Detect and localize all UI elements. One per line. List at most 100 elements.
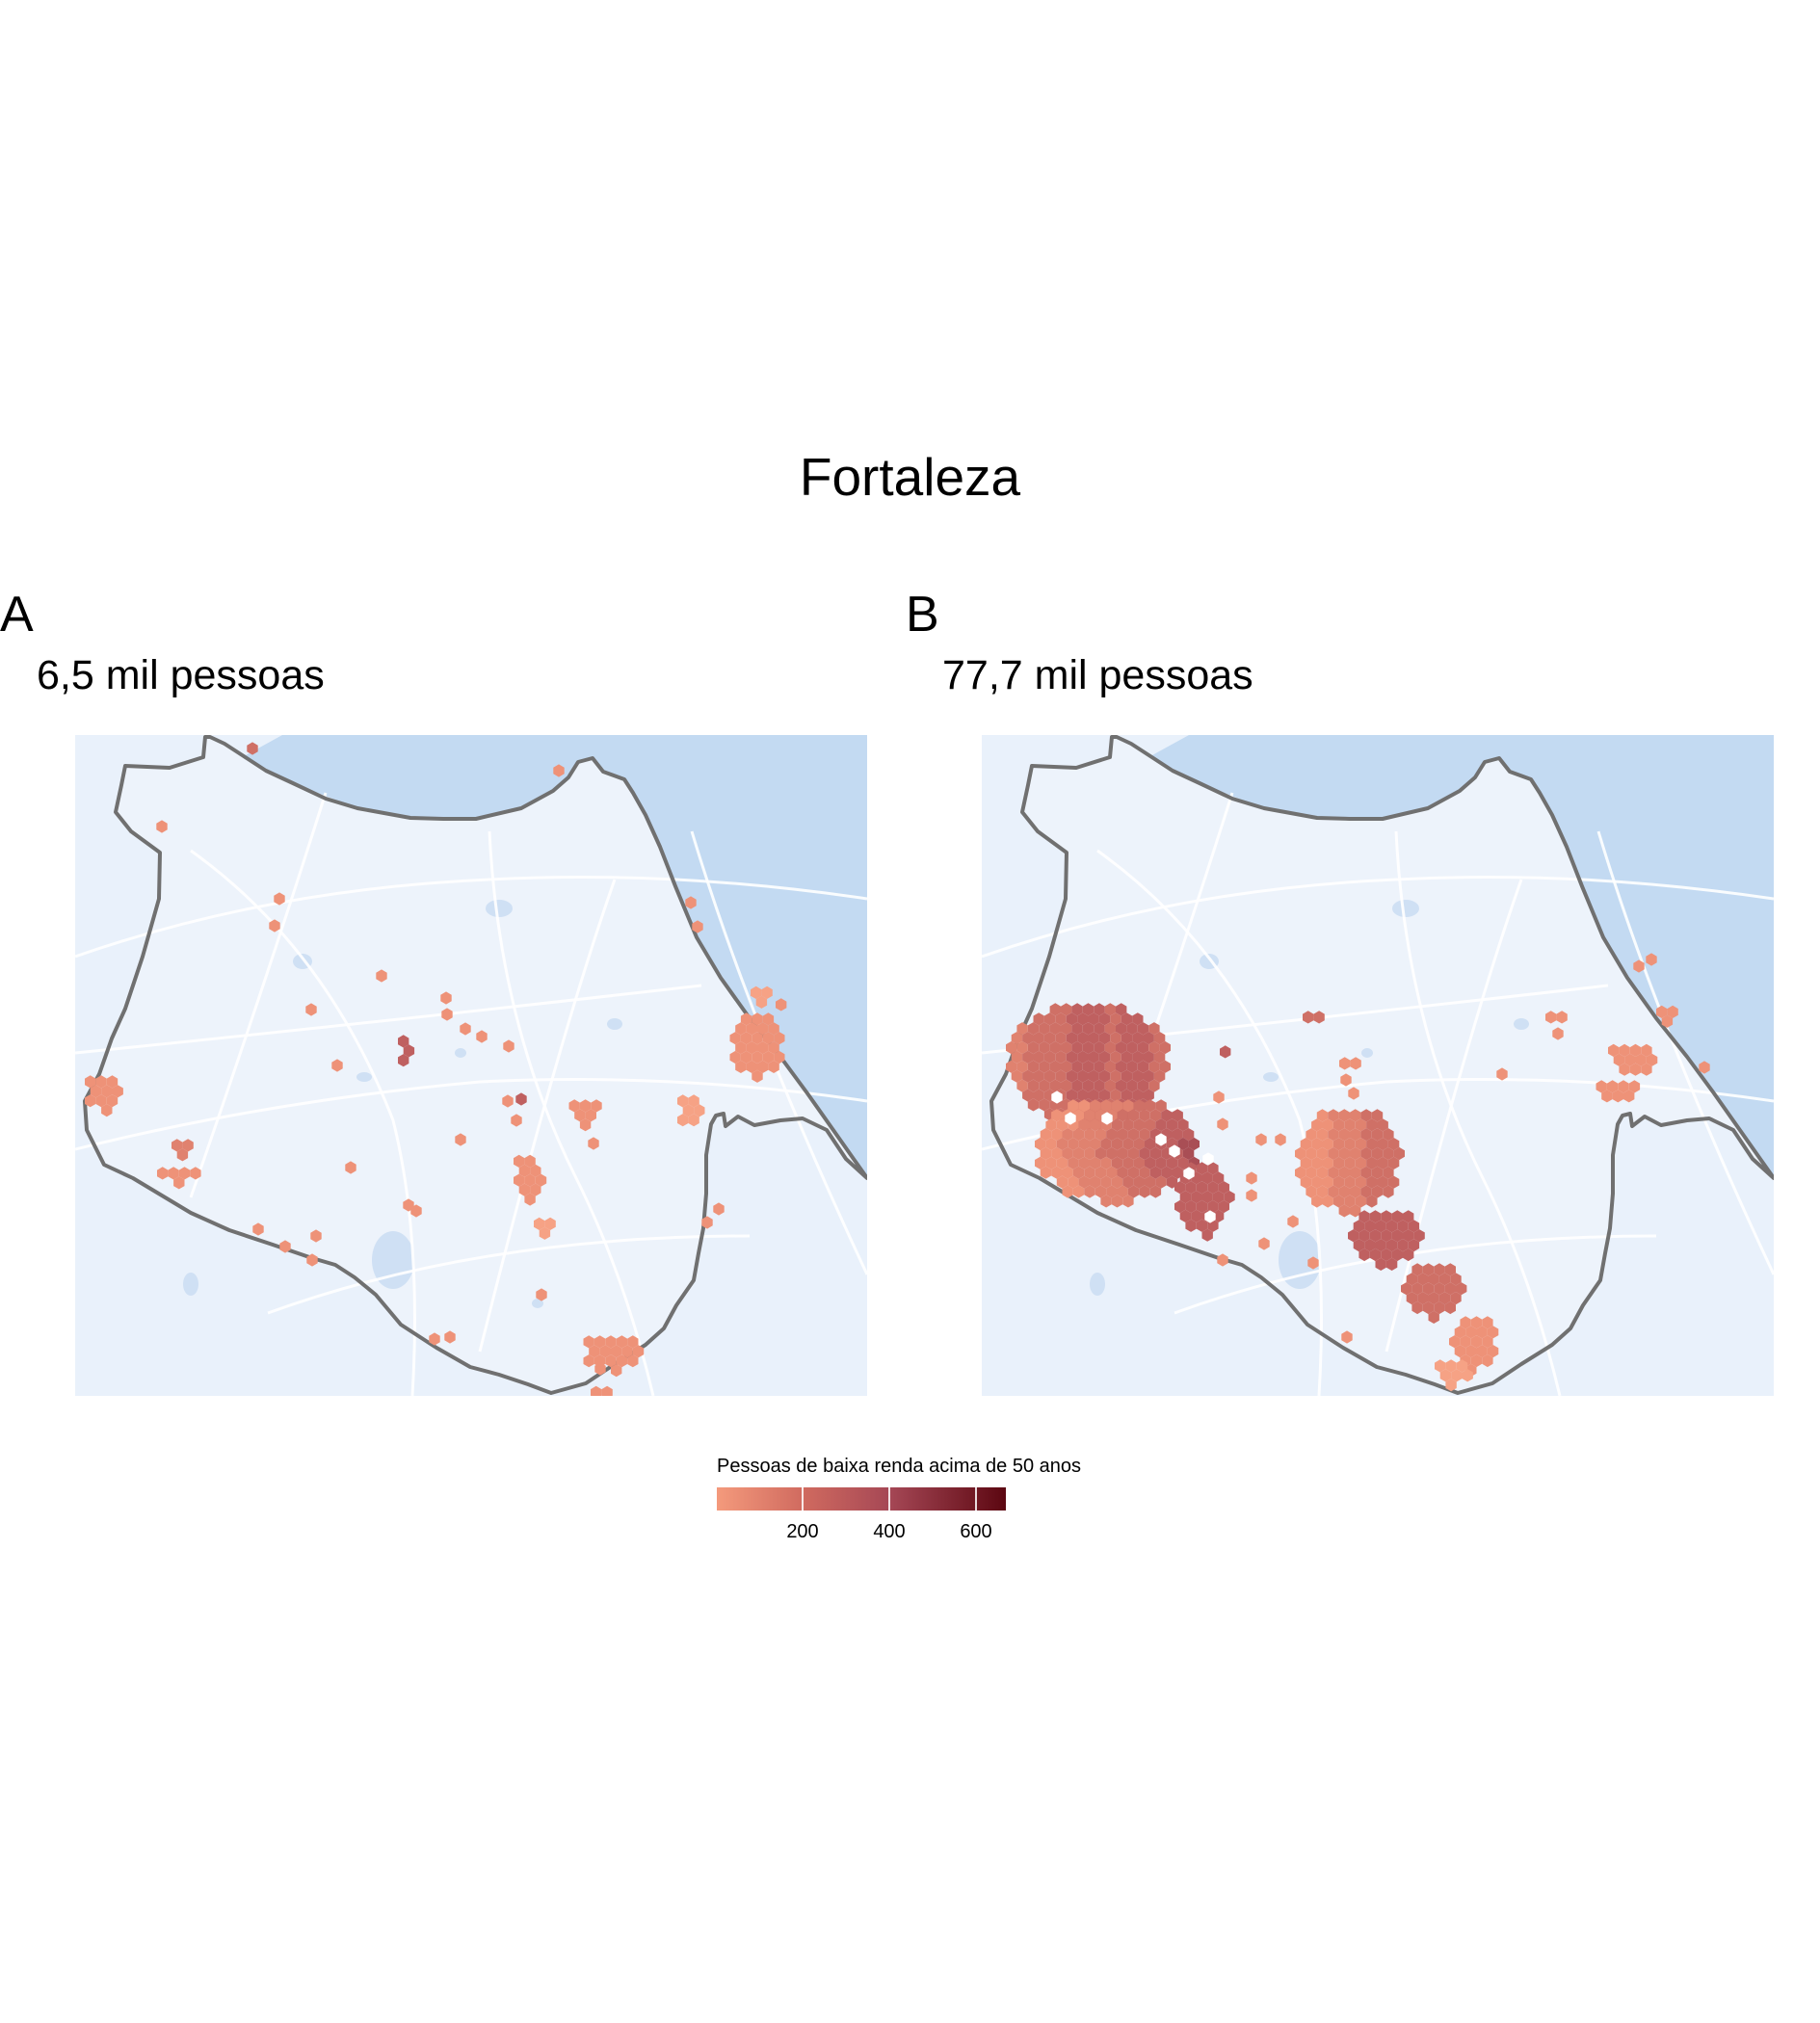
hexbin-cell [1149,1185,1162,1198]
hexbin-cell [1487,1326,1499,1339]
hexbin-cell [1403,1229,1414,1243]
hexbin-cell [1094,1079,1105,1092]
hexbin-cell [1153,1032,1166,1045]
hexbin-cell [1355,1138,1367,1151]
hexbin-cell [310,1229,322,1243]
hexbin-cell [755,995,768,1009]
hexbin-cell [429,1332,440,1346]
hexbin-cell [1246,1171,1257,1185]
hexbin-cell [535,1173,547,1187]
hexbin-cell [1145,1175,1156,1189]
hexbin-cell [1006,1060,1017,1073]
hexbin-cell [1322,1195,1333,1208]
hexbin-cell [1149,1166,1162,1179]
hexbin-cell [1149,1146,1162,1160]
hexbin-cell [1375,1239,1386,1252]
hexbin-cell [1039,1040,1050,1055]
hexbin-cell [774,1032,785,1045]
hexbin-cell [1454,1326,1466,1339]
hexbin-cell [1422,1300,1435,1315]
hexbin-cell [1117,1128,1128,1142]
hexbin-cell [156,820,168,833]
hexbin-cell [1641,1063,1652,1076]
hexbin-cell [1220,1045,1231,1059]
hexbin-cell [1027,1022,1040,1036]
hexbin-cell [1307,1256,1319,1270]
hexbin-cell [1456,1282,1467,1296]
hexbin-cell [1482,1316,1493,1329]
hexbin-cell [1133,1156,1145,1169]
hexbin-cell [1377,1138,1388,1151]
road [190,849,416,1396]
hexbin-cell [1100,1137,1112,1151]
hexbin-cell [1306,1185,1317,1198]
hexbin-cell [1391,1229,1403,1243]
hexbin-cell [1027,1098,1040,1112]
hexbin-cell [1132,1012,1144,1026]
hexbin-cell [1035,1137,1046,1151]
hexbin-cell [1661,1014,1674,1028]
hexbin-cell [1049,1003,1061,1016]
hexbin-cell [762,1032,775,1045]
hexbin-cell [1624,1053,1636,1066]
hexbin-cell [1055,1050,1067,1064]
hexbin-cell [157,1167,169,1180]
hexbin-cell [1122,1156,1134,1169]
hexbin-cell [1401,1282,1412,1296]
hexbin-cell [1094,1003,1105,1016]
hexbin-cell [1133,1137,1145,1151]
hexbin-cell [762,1050,775,1064]
hexbin-cell [1068,1099,1079,1113]
hexbin-cell [252,1222,264,1236]
hexbin-cell [1646,953,1657,966]
hexbin-cell [1072,1109,1085,1122]
hexbin-cell [1182,1146,1195,1160]
hexbin-cell [1148,1040,1160,1055]
hexbin-cell [1106,1185,1118,1198]
hexbin-cell [1061,1003,1072,1016]
hexbin-cell [1011,1032,1023,1045]
hexbin-cell [536,1288,547,1301]
hexbin-cell [757,1022,769,1036]
hexbin-cell [1191,1191,1202,1204]
hexbin-cell [1428,1273,1439,1286]
hexbin-cell [410,1204,422,1218]
hexbin-cell [1077,1069,1089,1083]
hexbin-cell [1011,1069,1023,1083]
hexbin-cell [611,1364,622,1378]
hexbin-cell [1056,1156,1068,1169]
hexbin-cell [746,1022,757,1036]
hexbin-cell [1117,1185,1128,1198]
hexbin-cell [1132,1069,1144,1083]
lake [607,1018,622,1030]
hexbin-cell [1328,1166,1339,1179]
hexbin-cell [1111,1156,1123,1169]
hexbin-cell [1117,1109,1128,1122]
hexbin-cell [1422,1263,1435,1276]
hexbin-cell [627,1354,639,1368]
hexbin-cell [1133,1175,1145,1189]
hexbin-cell [376,969,387,983]
hexbin-cell [1328,1185,1339,1198]
hexbin-cell [1364,1220,1376,1233]
hexbin-cell [1055,1012,1067,1026]
hexbin-cell [1051,1166,1063,1179]
hexbin-cell [1094,1040,1105,1055]
hexbin-cell [1071,1022,1083,1036]
hexbin-cell [1350,1109,1361,1122]
lake [372,1231,414,1289]
hexbin-cell [1143,1032,1154,1045]
hexbin-cell [1090,1099,1101,1113]
hexbin-cell [1454,1345,1466,1358]
hexbin-cell [713,1202,725,1216]
hexbin-cell [1098,1089,1111,1102]
road [267,1234,751,1315]
hexbin-cell [1341,1330,1353,1344]
hexbin-cell [269,919,280,933]
hexbin-cell [1619,1043,1630,1057]
hexbin-cell [1051,1109,1063,1122]
hexbin-cell [599,1345,611,1358]
hexbin-cell [441,1008,453,1021]
hexbin-cell [694,1104,705,1117]
hexbin-cell [173,1176,185,1190]
